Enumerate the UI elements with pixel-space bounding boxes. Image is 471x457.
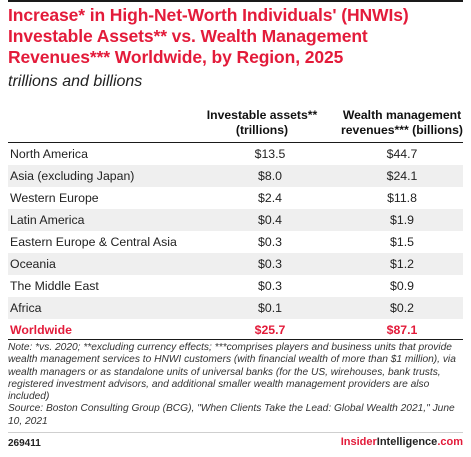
row-label: Oceania — [10, 257, 56, 271]
assets-value: $0.3 — [258, 235, 282, 249]
row-label: The Middle East — [10, 279, 99, 293]
column-header-revenues: Wealth management revenues*** (billions) — [332, 108, 471, 138]
header-rule — [8, 142, 463, 143]
brand-part3: .com — [437, 436, 463, 448]
table-row: Eastern Europe & Central Asia $0.3 $1.5 — [8, 231, 463, 253]
top-rule — [8, 0, 463, 2]
column-header-assets-line1: Investable assets** — [206, 108, 318, 122]
row-label: Africa — [10, 301, 42, 315]
column-header-assets: Investable assets** (trillions) — [188, 108, 336, 138]
revenues-value: $1.5 — [390, 235, 414, 249]
assets-value: $2.4 — [258, 191, 282, 205]
revenues-value: $0.2 — [390, 301, 414, 315]
brand-part1: Insider — [340, 436, 377, 448]
chart-subtitle: trillions and billions — [8, 73, 143, 90]
assets-value: $0.1 — [258, 301, 282, 315]
revenues-value: $0.9 — [390, 279, 414, 293]
assets-value: $25.7 — [254, 323, 286, 337]
revenues-value: $1.2 — [390, 257, 414, 271]
notes: Note: *vs. 2020; **excluding currency ef… — [8, 342, 466, 428]
brand-part2: Intelligence — [376, 436, 438, 448]
row-label: Worldwide — [10, 323, 72, 337]
row-label: Eastern Europe & Central Asia — [10, 235, 177, 249]
table-row: The Middle East $0.3 $0.9 — [8, 275, 463, 297]
assets-value: $13.5 — [254, 147, 286, 161]
assets-value: $0.3 — [258, 279, 282, 293]
revenues-value: $87.1 — [386, 323, 418, 337]
column-header-assets-line2: (trillions) — [235, 123, 289, 137]
assets-value: $0.4 — [258, 213, 282, 227]
row-label: Asia (excluding Japan) — [10, 169, 135, 183]
revenues-value: $24.1 — [386, 169, 418, 183]
row-label: Western Europe — [10, 191, 99, 205]
table-row: Asia (excluding Japan) $8.0 $24.1 — [8, 165, 463, 187]
brand-logo: InsiderIntelligence.com — [341, 436, 463, 448]
table-row: Africa $0.1 $0.2 — [8, 297, 463, 319]
revenues-value: $44.7 — [386, 147, 418, 161]
assets-value: $0.3 — [258, 257, 282, 271]
footer-rule — [8, 432, 463, 433]
column-header-revenues-line2: revenues*** (billions) — [341, 123, 463, 137]
row-label: Latin America — [10, 213, 85, 227]
table-row: Western Europe $2.4 $11.8 — [8, 187, 463, 209]
revenues-value: $11.8 — [387, 191, 417, 205]
table-row: Oceania $0.3 $1.2 — [8, 253, 463, 275]
note-text: Note: *vs. 2020; **excluding currency ef… — [8, 342, 456, 403]
table-total-row: Worldwide $25.7 $87.1 — [8, 319, 463, 341]
row-label: North America — [10, 147, 88, 161]
table-row: Latin America $0.4 $1.9 — [8, 209, 463, 231]
source-text: Source: Boston Consulting Group (BCG), "… — [8, 403, 455, 427]
revenues-value: $1.9 — [390, 213, 414, 227]
table-bottom-rule — [8, 339, 463, 340]
table-row: North America $13.5 $44.7 — [8, 143, 463, 165]
chart-title: Increase* in High-Net-Worth Individuals'… — [8, 5, 409, 67]
column-header-revenues-line1: Wealth management — [342, 108, 462, 122]
chart-id: 269411 — [8, 438, 41, 449]
assets-value: $8.0 — [258, 169, 282, 183]
